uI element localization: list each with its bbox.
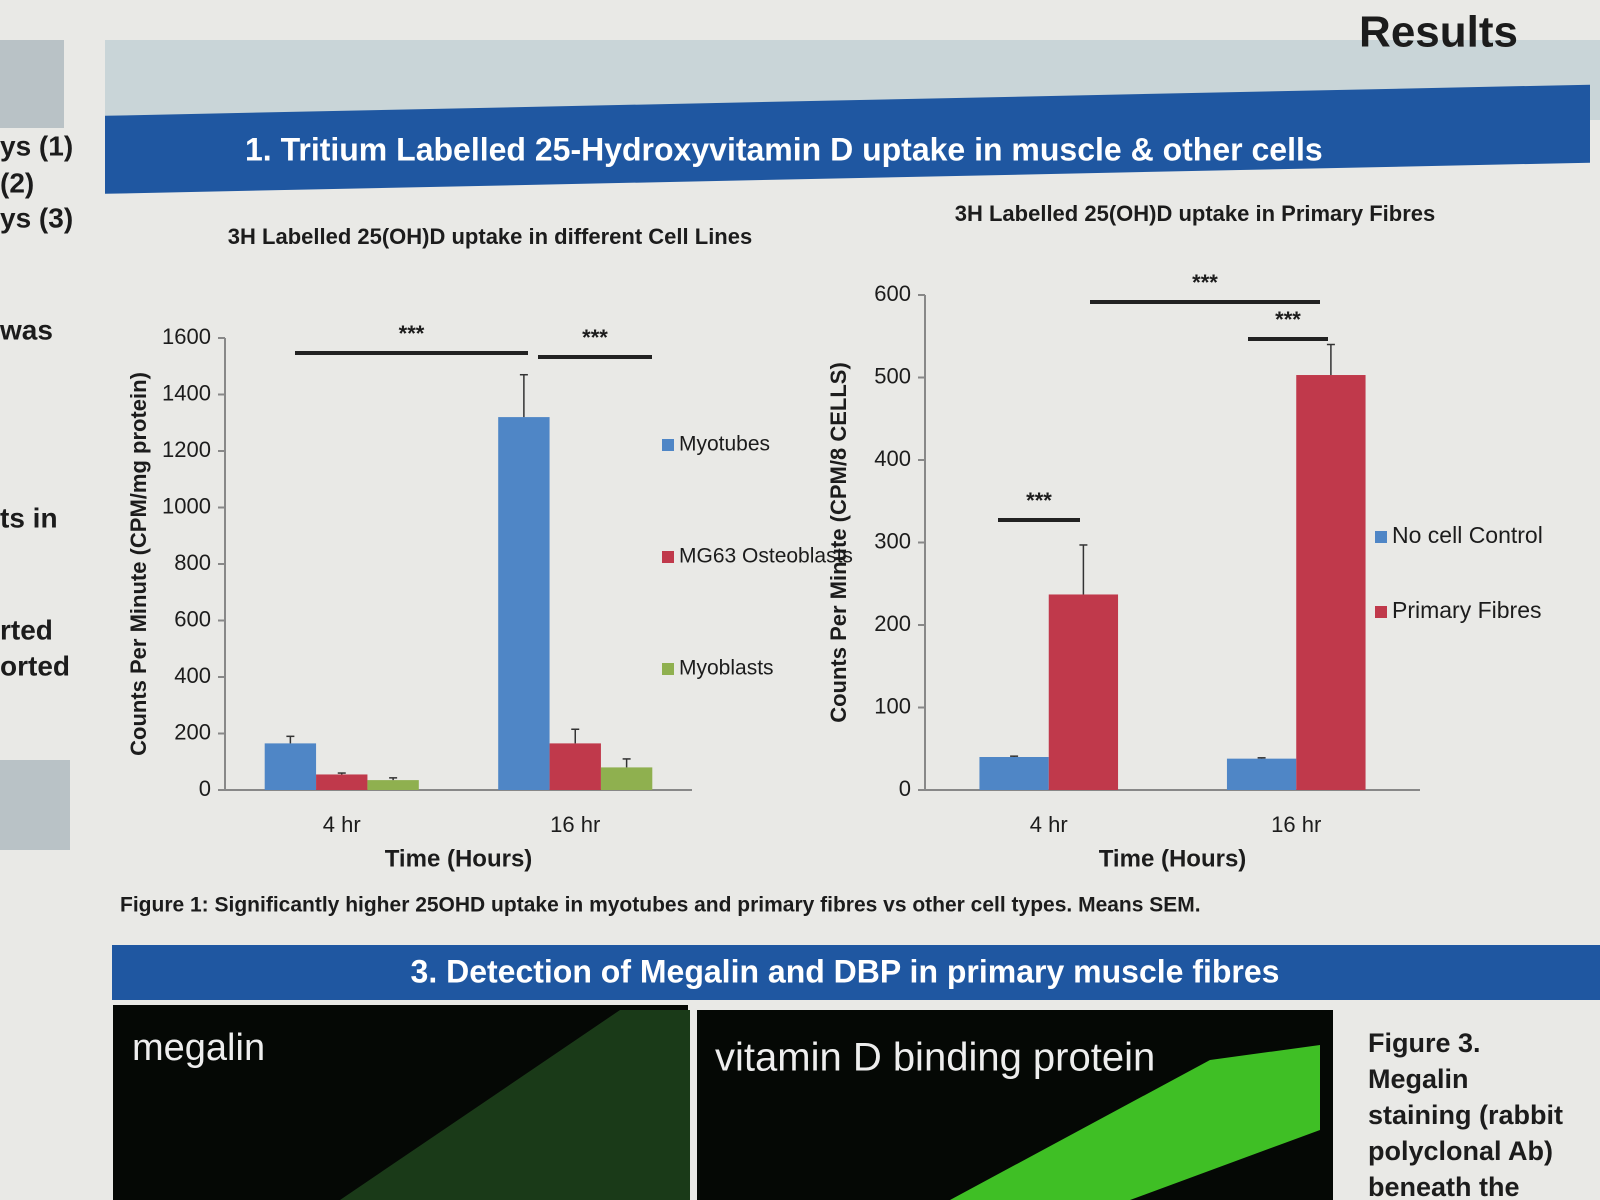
legend-label: Myotubes (679, 433, 770, 456)
y-axis-title: Counts Per Minute (CPM/mg protein) (126, 372, 151, 756)
y-tick-label: 300 (874, 528, 911, 553)
x-tick-label: 16 hr (1271, 812, 1321, 837)
section-title: 3. Detection of Megalin and DBP in prima… (411, 953, 1280, 989)
sidebar-block (0, 760, 70, 850)
annotation: *** (1192, 270, 1218, 295)
x-tick-label: 16 hr (550, 812, 600, 837)
bar (1226, 758, 1297, 790)
y-tick-label: 100 (874, 693, 911, 718)
chart-title: 3H Labelled 25(OH)D uptake in different … (228, 224, 752, 249)
annotation: *** (582, 325, 608, 350)
legend-label: MG63 Osteoblasts (679, 545, 853, 568)
figure3-text: Megalin (1368, 1064, 1469, 1094)
bar (549, 743, 601, 790)
y-tick-label: 1600 (162, 324, 211, 349)
sidebar-text: was (0, 314, 53, 345)
y-tick-label: 400 (874, 446, 911, 471)
bar (1048, 594, 1119, 790)
sidebar-text: orted (0, 650, 70, 681)
sidebar-text: ys (3) (0, 202, 73, 233)
bar (316, 774, 368, 790)
sidebar-text: rted (0, 614, 53, 645)
y-tick-label: 500 (874, 363, 911, 388)
chart-title: 3H Labelled 25(OH)D uptake in Primary Fi… (955, 201, 1435, 226)
bar (1296, 375, 1366, 790)
section-band (105, 84, 1590, 194)
annotation: *** (399, 321, 425, 346)
y-tick-label: 600 (874, 281, 911, 306)
figure3-text: polyclonal Ab) (1368, 1136, 1553, 1166)
section-title: 1. Tritium Labelled 25-Hydroxyvitamin D … (245, 131, 1323, 167)
image-label: vitamin D binding protein (715, 1036, 1155, 1080)
y-tick-label: 800 (174, 550, 211, 575)
fibre-shape (340, 1010, 690, 1200)
y-tick-label: 200 (174, 719, 211, 744)
x-axis-title: Time (Hours) (385, 845, 533, 872)
header-title: Results (1359, 8, 1518, 57)
legend-swatch (662, 551, 674, 563)
x-tick-label: 4 hr (323, 812, 361, 837)
figure3-text: Figure 3. (1368, 1028, 1481, 1058)
annotation: *** (1275, 307, 1301, 332)
y-tick-label: 200 (874, 611, 911, 636)
bar (600, 767, 653, 790)
figure-caption: Figure 1: Significantly higher 25OHD upt… (120, 894, 1201, 917)
y-tick-label: 1200 (162, 437, 211, 462)
sidebar-text: ys (1) (0, 130, 73, 161)
annotation: *** (1026, 488, 1052, 513)
figure3-text: beneath the (1368, 1172, 1520, 1200)
legend-swatch (662, 439, 674, 451)
bar (979, 757, 1049, 790)
legend-label: Primary Fibres (1392, 597, 1542, 623)
x-tick-label: 4 hr (1030, 812, 1068, 837)
y-tick-label: 0 (199, 776, 211, 801)
y-tick-label: 1000 (162, 493, 211, 518)
y-tick-label: 0 (899, 776, 911, 801)
fibre-shape (950, 1045, 1320, 1200)
figure3-text: staining (rabbit (1368, 1100, 1563, 1130)
sidebar-block (0, 40, 64, 128)
section-band (112, 945, 1600, 1000)
y-tick-label: 600 (174, 606, 211, 631)
bar (264, 743, 317, 790)
legend-swatch (1375, 531, 1387, 543)
y-tick-label: 400 (174, 663, 211, 688)
x-axis-title: Time (Hours) (1099, 845, 1247, 872)
legend-label: Myoblasts (679, 657, 774, 680)
sidebar-text: (2) (0, 167, 34, 198)
legend-swatch (662, 663, 674, 675)
legend-swatch (1375, 606, 1387, 618)
image-label: megalin (132, 1027, 265, 1069)
y-tick-label: 1400 (162, 380, 211, 405)
bar (498, 417, 550, 790)
bar (367, 780, 419, 790)
sidebar-text: ts in (0, 502, 58, 533)
y-axis-title: Counts Per Minute (CPM/8 CELLS) (826, 362, 851, 723)
legend-label: No cell Control (1392, 522, 1543, 548)
